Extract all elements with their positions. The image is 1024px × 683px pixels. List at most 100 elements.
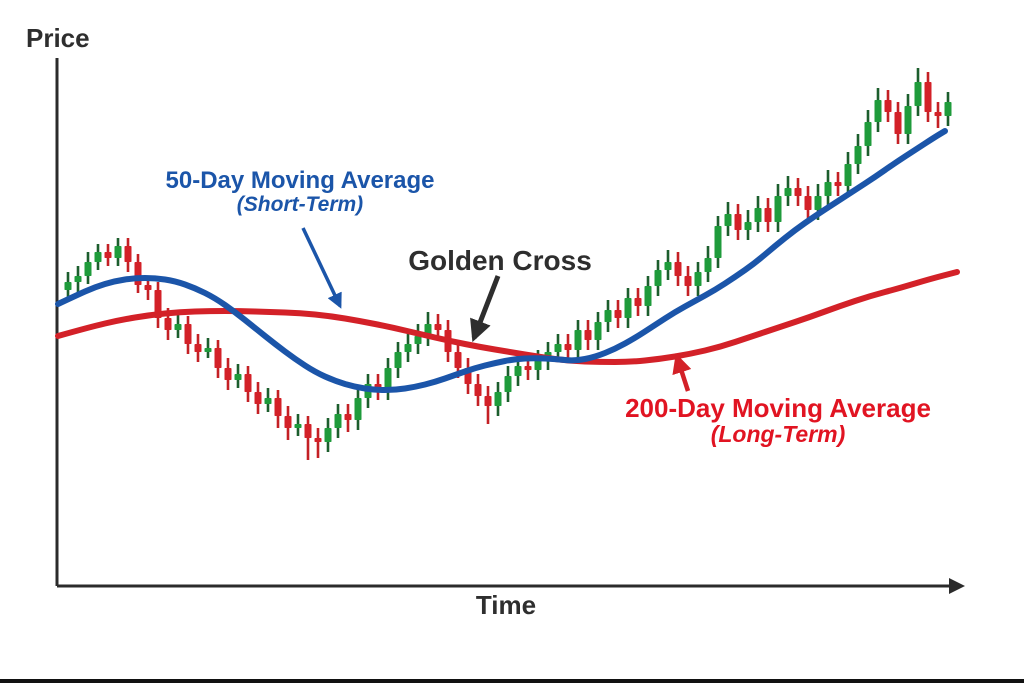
- ma-lines-group: [55, 128, 960, 393]
- golden-cross-label: Golden Cross: [408, 245, 592, 276]
- bearish-candle: [474, 384, 482, 396]
- bearish-candle: [104, 252, 112, 258]
- bearish-candle: [154, 290, 162, 318]
- bullish-candle: [594, 322, 602, 340]
- bottom-border-bar: [0, 679, 1024, 683]
- bullish-candle: [404, 344, 412, 352]
- bullish-candle: [94, 252, 102, 262]
- ma50-label-subtitle: (Short-Term): [236, 192, 364, 216]
- bearish-candle: [224, 368, 232, 380]
- bearish-candle: [834, 182, 842, 186]
- bullish-candle: [204, 348, 212, 352]
- ma50-line: [55, 128, 948, 393]
- bullish-candle: [324, 428, 332, 442]
- bullish-candle: [814, 196, 822, 210]
- bullish-candle: [114, 246, 122, 258]
- bearish-candle: [124, 246, 132, 262]
- bearish-candle: [184, 324, 192, 344]
- bearish-candle: [684, 276, 692, 286]
- bearish-candle: [434, 324, 442, 330]
- bullish-candle: [784, 188, 792, 196]
- bearish-candle: [244, 374, 252, 392]
- bearish-candle: [934, 112, 942, 116]
- bullish-candle: [234, 374, 242, 380]
- bearish-candle: [274, 398, 282, 416]
- bullish-candle: [354, 398, 362, 420]
- bearish-candle: [164, 318, 172, 330]
- bearish-candle: [304, 424, 312, 438]
- bearish-candle: [794, 188, 802, 196]
- bearish-candle: [804, 196, 812, 210]
- bullish-candle: [864, 122, 872, 146]
- bullish-candle: [394, 352, 402, 368]
- bullish-candle: [774, 196, 782, 222]
- y-axis-label: Price: [26, 23, 90, 53]
- x-axis-label: Time: [475, 590, 537, 620]
- bullish-candle: [74, 276, 82, 282]
- bearish-candle: [584, 330, 592, 340]
- bullish-candle: [294, 424, 302, 428]
- ma200-label: 200-Day Moving Average (Long-Term): [598, 394, 958, 447]
- 200-day-ma-label-arrow-icon: [672, 353, 692, 392]
- golden-cross-label-arrow-icon: [470, 275, 501, 343]
- bullish-candle: [264, 398, 272, 404]
- bearish-candle: [764, 208, 772, 222]
- axes-group: [55, 58, 965, 594]
- bullish-candle: [384, 368, 392, 390]
- bullish-candle: [604, 310, 612, 322]
- bearish-candle: [894, 112, 902, 134]
- ma50-label: 50-Day Moving Average (Short-Term): [138, 168, 462, 217]
- bullish-candle: [534, 360, 542, 370]
- bullish-candle: [704, 258, 712, 272]
- bullish-candle: [754, 208, 762, 222]
- bullish-candle: [624, 298, 632, 318]
- bullish-candle: [844, 164, 852, 186]
- bearish-candle: [484, 396, 492, 406]
- bullish-candle: [84, 262, 92, 276]
- bearish-candle: [134, 262, 142, 285]
- bearish-candle: [614, 310, 622, 318]
- bearish-candle: [144, 285, 152, 290]
- bullish-candle: [724, 214, 732, 226]
- bullish-candle: [174, 324, 182, 330]
- bearish-candle: [254, 392, 262, 404]
- bullish-candle: [654, 270, 662, 286]
- bearish-candle: [674, 262, 682, 276]
- bullish-candle: [514, 366, 522, 376]
- bullish-candle: [504, 376, 512, 392]
- bullish-candle: [554, 344, 562, 352]
- x-axis-arrowhead-icon: [949, 578, 965, 594]
- ma50-label-title: 50-Day Moving Average: [165, 167, 435, 194]
- bearish-candle: [634, 298, 642, 306]
- bearish-candle: [454, 352, 462, 368]
- bullish-candle: [664, 262, 672, 270]
- bullish-candle: [714, 226, 722, 258]
- ma200-label-subtitle: (Long-Term): [710, 421, 846, 448]
- bullish-candle: [574, 330, 582, 350]
- pointer-arrows-group: [301, 227, 692, 392]
- bearish-candle: [344, 414, 352, 420]
- bearish-candle: [884, 100, 892, 112]
- bullish-candle: [334, 414, 342, 428]
- bullish-candle: [904, 106, 912, 134]
- bullish-candle: [644, 286, 652, 306]
- bullish-candle: [744, 222, 752, 230]
- bullish-candle: [824, 182, 832, 196]
- bearish-candle: [214, 348, 222, 368]
- bullish-candle: [854, 146, 862, 164]
- bullish-candle: [874, 100, 882, 122]
- 50-day-ma-label-arrow-icon: [301, 227, 342, 309]
- bearish-candle: [194, 344, 202, 352]
- bearish-candle: [734, 214, 742, 230]
- bearish-candle: [564, 344, 572, 350]
- bullish-candle: [494, 392, 502, 406]
- bullish-candle: [914, 82, 922, 106]
- ma200-label-title: 200-Day Moving Average: [625, 393, 931, 423]
- bearish-candle: [314, 438, 322, 442]
- bullish-candle: [64, 282, 72, 290]
- bearish-candle: [524, 366, 532, 370]
- bullish-candle: [414, 336, 422, 344]
- bullish-candle: [944, 102, 952, 116]
- bullish-candle: [694, 272, 702, 286]
